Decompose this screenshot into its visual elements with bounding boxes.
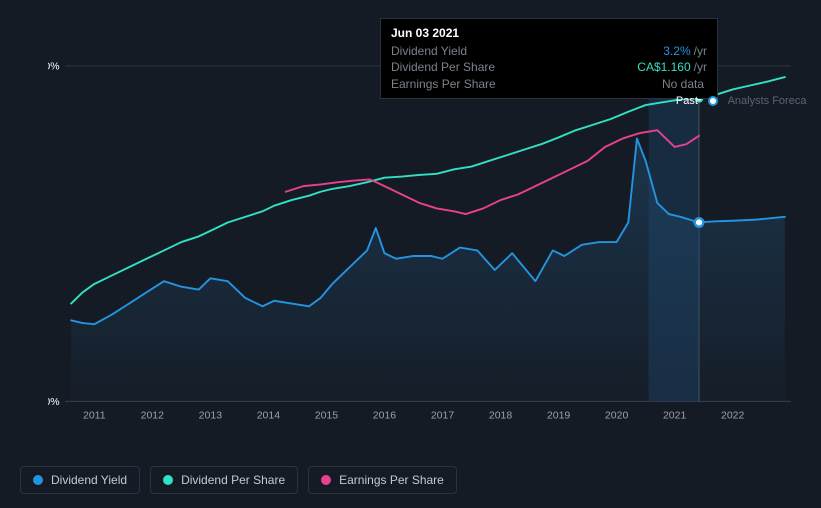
svg-text:2019: 2019 (547, 410, 571, 422)
tooltip-row-value: No data (662, 76, 707, 92)
tooltip-row: Earnings Per Share No data (391, 76, 707, 92)
tooltip-row: Dividend Per Share CA$1.160/yr (391, 59, 707, 75)
svg-text:2020: 2020 (605, 410, 629, 422)
svg-text:6.0%: 6.0% (48, 61, 60, 73)
legend-item-label: Dividend Yield (51, 473, 127, 487)
dividend-chart: 0% 6.0% 2011 2012 2013 2014 2015 2016 2017 2018 20… (0, 0, 821, 508)
svg-text:2013: 2013 (199, 410, 223, 422)
tooltip-row-label: Earnings Per Share (391, 76, 496, 92)
svg-text:2017: 2017 (431, 410, 455, 422)
svg-text:2018: 2018 (489, 410, 513, 422)
svg-text:0%: 0% (48, 396, 60, 408)
legend-item[interactable]: Dividend Yield (20, 466, 140, 494)
svg-text:2012: 2012 (141, 410, 165, 422)
legend-swatch-icon (321, 475, 331, 485)
tooltip-date: Jun 03 2021 (391, 25, 707, 41)
legend-item[interactable]: Dividend Per Share (150, 466, 298, 494)
tooltip-row-label: Dividend Per Share (391, 59, 495, 75)
svg-text:2015: 2015 (315, 410, 339, 422)
legend-item[interactable]: Earnings Per Share (308, 466, 457, 494)
tooltip-row: Dividend Yield 3.2%/yr (391, 43, 707, 59)
tooltip-row-label: Dividend Yield (391, 43, 467, 59)
legend-item-label: Dividend Per Share (181, 473, 285, 487)
marker-dot-icon (708, 96, 718, 106)
timeline-divider-labels: Past Analysts Foreca (676, 95, 807, 107)
past-label: Past (676, 95, 698, 107)
svg-text:2016: 2016 (373, 410, 397, 422)
tooltip-row-value: 3.2%/yr (663, 43, 707, 59)
svg-text:2014: 2014 (257, 410, 281, 422)
tooltip-row-value: CA$1.160/yr (637, 59, 707, 75)
legend-swatch-icon (163, 475, 173, 485)
svg-text:2022: 2022 (721, 410, 745, 422)
svg-text:2011: 2011 (83, 410, 106, 422)
legend-item-label: Earnings Per Share (339, 473, 444, 487)
svg-text:2021: 2021 (663, 410, 687, 422)
forecast-label: Analysts Foreca (728, 95, 807, 107)
chart-tooltip: Jun 03 2021 Dividend Yield3.2%/yrDividen… (380, 18, 718, 99)
chart-legend: Dividend Yield Dividend Per Share Earnings… (20, 466, 457, 494)
legend-swatch-icon (33, 475, 43, 485)
